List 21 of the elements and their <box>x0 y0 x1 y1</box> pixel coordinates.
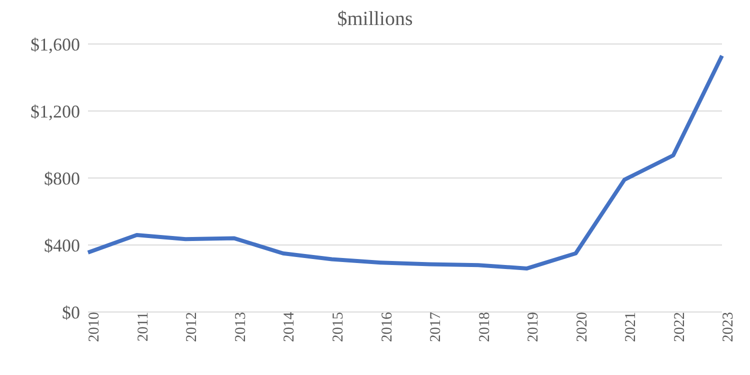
x-tick-label: 2020 <box>574 312 590 342</box>
x-tick-label: 2022 <box>672 312 688 342</box>
chart-title: $millions <box>336 8 414 32</box>
y-tick-label: $1,600 <box>30 34 80 54</box>
x-tick-label: 2011 <box>135 312 152 342</box>
x-tick-label: 2015 <box>330 312 346 342</box>
x-tick-label: 2017 <box>428 312 444 342</box>
x-tick-label: 2010 <box>86 312 103 342</box>
x-tick-label: 2013 <box>232 312 249 342</box>
x-tick-label: 2023 <box>720 312 737 342</box>
x-tick-label: 2012 <box>184 312 200 342</box>
x-tick-label: 2016 <box>379 312 396 342</box>
y-tick-label: $800 <box>44 168 80 188</box>
x-tick-label: 2014 <box>282 312 298 342</box>
x-tick-label: 2021 <box>623 312 640 342</box>
y-tick-label: $1,200 <box>30 101 80 122</box>
line-series <box>86 54 724 270</box>
y-tick-label: $400 <box>44 235 80 256</box>
x-tick-label: 2018 <box>476 312 493 342</box>
y-tick-label: $0 <box>62 302 80 322</box>
x-tick-label: 2019 <box>526 312 542 342</box>
